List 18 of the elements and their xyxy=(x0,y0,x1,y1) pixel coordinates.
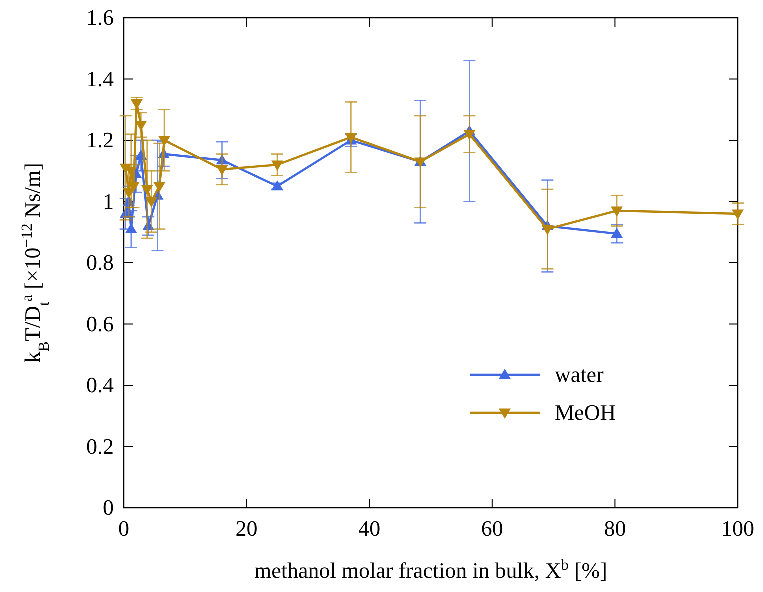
x-tick-label: 20 xyxy=(236,516,258,541)
y-tick-label: 0.2 xyxy=(86,434,114,459)
x-tick-label: 60 xyxy=(481,516,504,541)
y-tick-label: 0.4 xyxy=(86,372,114,398)
x-tick-label: 40 xyxy=(358,516,381,541)
y-tick-label: 0.6 xyxy=(86,311,114,336)
x-axis-title: methanol molar fraction in bulk, X$^{b}$ [%] xyxy=(254,556,608,583)
y-tick-label: 1 xyxy=(103,188,114,214)
y-tick-label: 1.6 xyxy=(86,5,114,30)
y-tick-label: 0 xyxy=(103,495,114,520)
x-tick-label: 100 xyxy=(722,516,754,541)
x-tick-label: 0 xyxy=(118,516,130,541)
y-tick-label: 0.8 xyxy=(86,250,114,275)
x-tick-label: 80 xyxy=(604,516,626,541)
legend-label: water xyxy=(555,362,605,387)
legend-label: MeOH xyxy=(555,400,616,425)
y-tick-label: 1.2 xyxy=(86,128,114,152)
y-tick-label: 1.4 xyxy=(86,66,114,92)
